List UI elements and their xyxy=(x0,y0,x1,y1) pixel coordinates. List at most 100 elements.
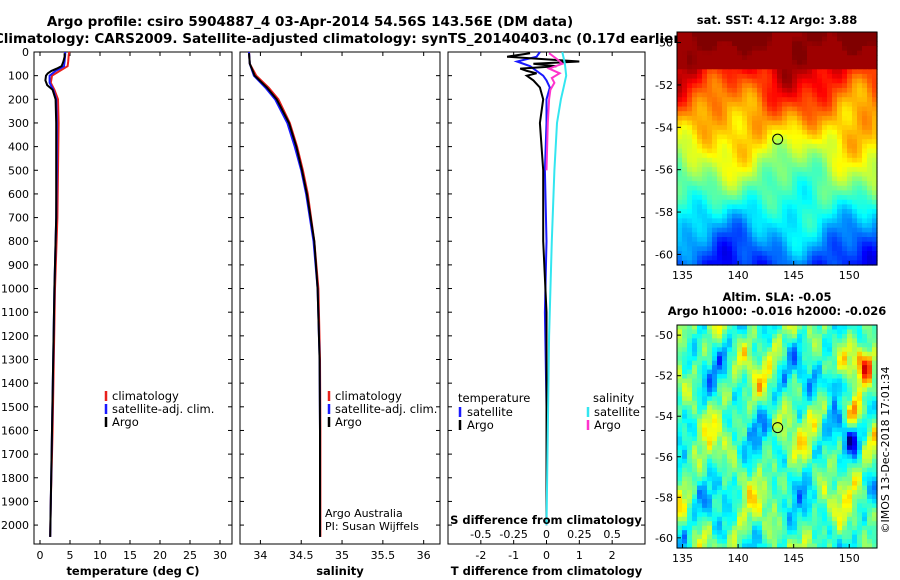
heatmap-cell xyxy=(787,185,793,192)
heatmap-cell xyxy=(702,512,708,518)
heatmap-cell xyxy=(797,378,803,384)
heatmap-cell xyxy=(747,241,753,247)
heatmap-cell xyxy=(822,36,828,42)
heatmap-cell xyxy=(747,396,753,402)
heatmap-cell xyxy=(697,382,703,389)
heatmap-cell xyxy=(787,539,793,545)
heatmap-cell xyxy=(782,190,788,196)
heatmap-cell xyxy=(732,418,738,424)
heatmap-cell xyxy=(867,111,873,117)
heatmap-cell xyxy=(822,87,828,94)
heatmap-cell xyxy=(697,530,703,536)
heatmap-cell xyxy=(707,73,713,80)
heatmap-cell xyxy=(812,129,818,136)
heatmap-cell xyxy=(707,148,713,154)
heatmap-cell xyxy=(707,83,713,89)
heatmap-cell xyxy=(812,382,818,389)
heatmap-cell xyxy=(707,530,713,536)
s-tick-label: 0.25 xyxy=(567,528,592,541)
heatmap-cell xyxy=(842,199,848,206)
heatmap-cell xyxy=(702,101,708,108)
heatmap-cell xyxy=(777,382,783,389)
heatmap-cell xyxy=(742,204,748,210)
heatmap-cell xyxy=(687,378,693,384)
heatmap-cell xyxy=(762,338,768,344)
heatmap-cell xyxy=(867,360,873,366)
heatmap-cell xyxy=(757,543,763,549)
heatmap-cell xyxy=(732,333,738,339)
heatmap-cell xyxy=(802,539,808,545)
figure-title-line1: Argo profile: csiro 5904887_4 03-Apr-201… xyxy=(47,14,573,30)
heatmap-cell xyxy=(857,134,863,140)
heatmap-cell xyxy=(837,476,843,482)
heatmap-cell xyxy=(792,129,798,136)
heatmap-cell xyxy=(817,503,823,509)
heatmap-cell xyxy=(822,232,828,238)
heatmap-cell xyxy=(792,162,798,168)
heatmap-cell xyxy=(677,476,683,482)
heatmap-cell xyxy=(727,458,733,464)
heatmap-cell xyxy=(832,414,838,420)
heatmap-cell xyxy=(737,73,743,80)
heatmap-cell xyxy=(847,167,853,173)
heatmap-cell xyxy=(842,356,848,362)
heatmap-cell xyxy=(797,387,803,393)
heatmap-cell xyxy=(752,195,758,201)
heatmap-cell xyxy=(697,106,703,112)
heatmap-cell xyxy=(757,378,763,384)
heatmap-cell xyxy=(847,251,853,257)
heatmap-cell xyxy=(752,55,758,61)
heatmap-cell xyxy=(862,507,868,513)
heatmap-cell xyxy=(742,534,748,540)
heatmap-cell xyxy=(697,73,703,80)
heatmap-cell xyxy=(797,87,803,94)
heatmap-cell xyxy=(832,329,838,335)
heatmap-cell xyxy=(812,458,818,464)
heatmap-cell xyxy=(872,369,878,375)
heatmap-cell xyxy=(762,494,768,500)
heatmap-cell xyxy=(732,64,738,70)
heatmap-cell xyxy=(812,440,818,447)
heatmap-cell xyxy=(692,190,698,196)
heatmap-cell xyxy=(712,347,718,353)
heatmap-cell xyxy=(682,342,688,348)
heatmap-cell xyxy=(687,423,693,429)
heatmap-cell xyxy=(737,405,743,411)
heatmap-cell xyxy=(822,260,828,266)
heatmap-cell xyxy=(717,458,723,464)
heatmap-cell xyxy=(687,409,693,415)
heatmap-cell xyxy=(682,329,688,335)
heatmap-cell xyxy=(822,405,828,411)
heatmap-cell xyxy=(687,427,693,433)
heatmap-cell xyxy=(812,387,818,393)
heatmap-cell xyxy=(817,209,823,215)
heatmap-cell xyxy=(792,125,798,131)
heatmap-cell xyxy=(832,351,838,357)
heatmap-cell xyxy=(722,333,728,339)
heatmap-cell xyxy=(817,185,823,192)
heatmap-cell xyxy=(752,454,758,460)
heatmap-cell xyxy=(797,498,803,504)
heatmap-cell xyxy=(742,97,748,103)
heatmap-cell xyxy=(747,440,753,447)
heatmap-cell xyxy=(732,227,738,233)
heatmap-cell xyxy=(817,134,823,140)
heatmap-cell xyxy=(802,115,808,122)
heatmap-cell xyxy=(827,181,833,187)
heatmap-cell xyxy=(742,55,748,61)
heatmap-cell xyxy=(677,530,683,536)
x-tick-label: 25 xyxy=(183,549,197,562)
heatmap-cell xyxy=(737,396,743,402)
heatmap-cell xyxy=(702,260,708,266)
heatmap-cell xyxy=(827,360,833,366)
heatmap-cell xyxy=(807,78,813,84)
heatmap-cell xyxy=(797,50,803,56)
heatmap-cell xyxy=(852,507,858,513)
heatmap-cell xyxy=(677,445,683,451)
heatmap-cell xyxy=(692,423,698,429)
heatmap-cell xyxy=(747,199,753,206)
heatmap-cell xyxy=(847,139,853,145)
heatmap-cell xyxy=(677,356,683,362)
heatmap-cell xyxy=(737,423,743,429)
